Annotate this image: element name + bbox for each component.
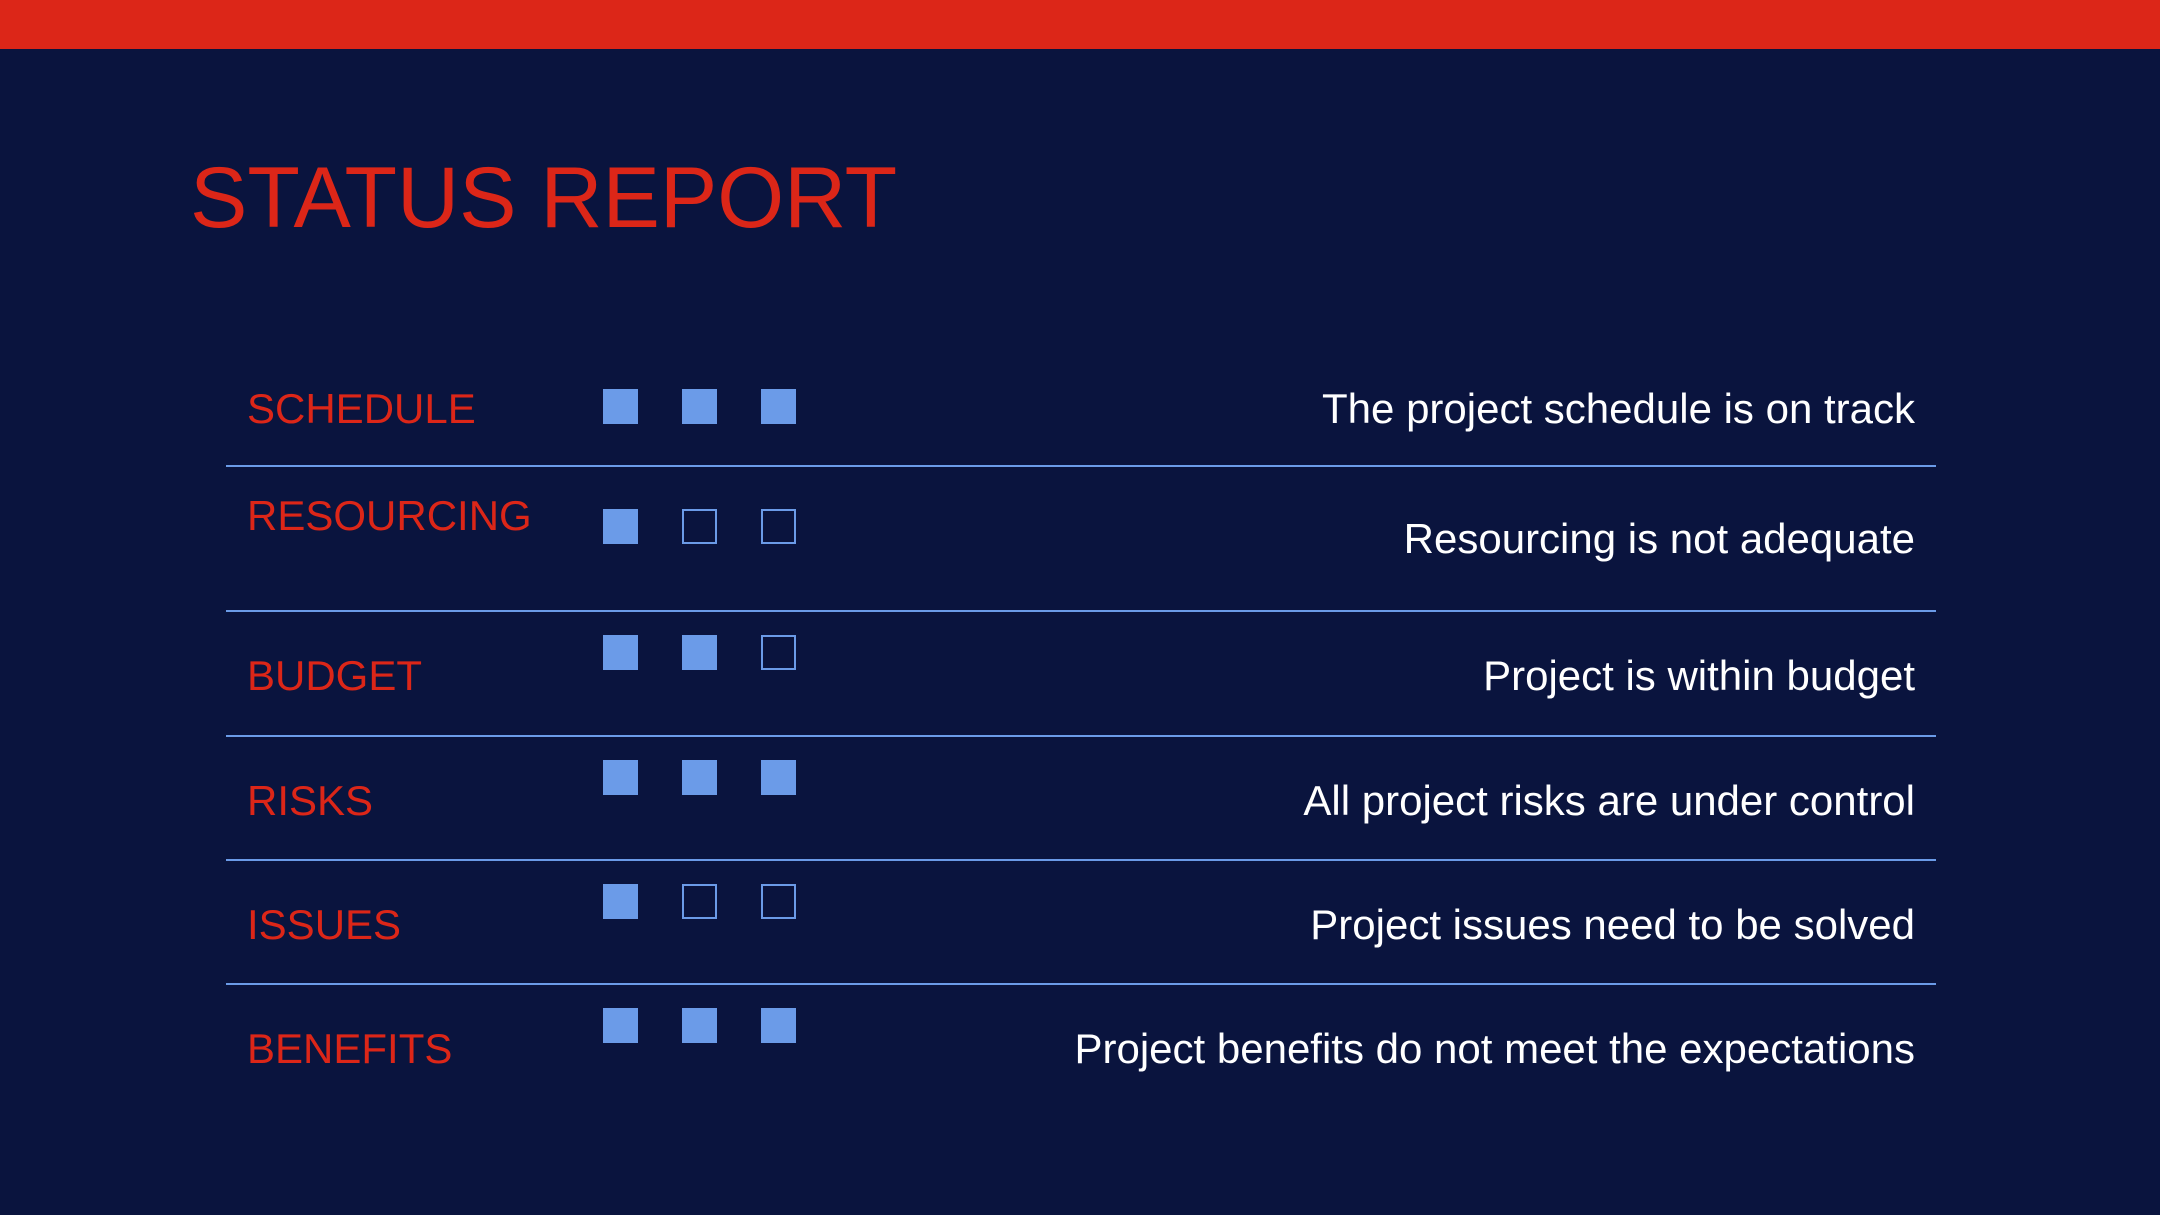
status-indicators bbox=[603, 1008, 796, 1043]
filled-square-icon bbox=[603, 760, 638, 795]
status-indicators bbox=[603, 389, 796, 424]
filled-square-icon bbox=[761, 760, 796, 795]
filled-square-icon bbox=[682, 760, 717, 795]
filled-square-icon bbox=[603, 389, 638, 424]
status-indicators bbox=[603, 884, 796, 919]
status-row-budget: BUDGET Project is within budget bbox=[226, 612, 1936, 737]
empty-square-icon bbox=[761, 884, 796, 919]
row-description: Resourcing is not adequate bbox=[1403, 515, 1915, 562]
row-label: RESOURCING bbox=[247, 492, 532, 539]
status-indicators bbox=[603, 509, 796, 544]
row-label: SCHEDULE bbox=[247, 385, 476, 432]
status-indicators bbox=[603, 760, 796, 795]
empty-square-icon bbox=[761, 635, 796, 670]
status-indicators bbox=[603, 635, 796, 670]
status-row-benefits: BENEFITS Project benefits do not meet the… bbox=[226, 985, 1936, 1109]
slide-title: STATUS REPORT bbox=[190, 150, 898, 246]
row-description: Project issues need to be solved bbox=[1310, 901, 1915, 948]
row-description: The project schedule is on track bbox=[1322, 385, 1915, 432]
empty-square-icon bbox=[682, 884, 717, 919]
filled-square-icon bbox=[761, 389, 796, 424]
row-label: BENEFITS bbox=[247, 1025, 453, 1072]
status-row-schedule: SCHEDULE The project schedule is on track bbox=[226, 362, 1936, 467]
filled-square-icon bbox=[603, 884, 638, 919]
row-description: Project is within budget bbox=[1483, 652, 1915, 699]
status-row-resourcing: RESOURCING Resourcing is not adequate bbox=[226, 467, 1936, 612]
row-description: Project benefits do not meet the expecta… bbox=[1074, 1025, 1915, 1072]
filled-square-icon bbox=[682, 1008, 717, 1043]
status-row-issues: ISSUES Project issues need to be solved bbox=[226, 861, 1936, 985]
filled-square-icon bbox=[761, 1008, 796, 1043]
filled-square-icon bbox=[682, 389, 717, 424]
top-accent-bar bbox=[0, 0, 2160, 49]
filled-square-icon bbox=[603, 1008, 638, 1043]
row-label: BUDGET bbox=[247, 652, 423, 699]
status-row-risks: RISKS All project risks are under control bbox=[226, 737, 1936, 861]
row-label: RISKS bbox=[247, 777, 374, 824]
empty-square-icon bbox=[682, 509, 717, 544]
empty-square-icon bbox=[761, 509, 796, 544]
status-table: SCHEDULE The project schedule is on track… bbox=[226, 362, 1936, 1109]
row-description: All project risks are under control bbox=[1303, 777, 1915, 824]
filled-square-icon bbox=[603, 635, 638, 670]
row-label: ISSUES bbox=[247, 901, 402, 948]
filled-square-icon bbox=[682, 635, 717, 670]
filled-square-icon bbox=[603, 509, 638, 544]
